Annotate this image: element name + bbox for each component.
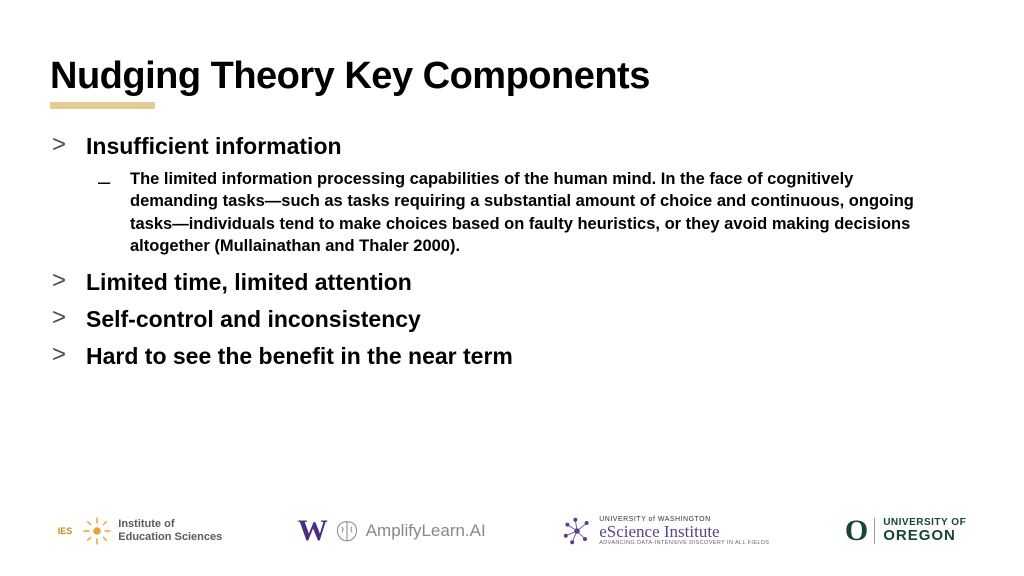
bullet-text: Hard to see the benefit in the near term [86, 341, 513, 372]
amplify-logo: W AmplifyLearn.AI [298, 514, 486, 548]
oregon-logo: O UNIVERSITY OF OREGON [845, 514, 966, 548]
ies-label: Institute of Education Sciences [118, 518, 222, 543]
escience-text: UNIVERSITY of WASHINGTON eScience Instit… [599, 516, 769, 547]
chevron-icon: > [50, 341, 86, 370]
dash-icon: – [98, 168, 130, 196]
bullet-item: > Hard to see the benefit in the near te… [50, 341, 974, 372]
bullet-text: Insufficient information [86, 131, 342, 162]
ies-logo: IES Institute of Education Sciences [58, 516, 222, 546]
oregon-name: OREGON [883, 528, 966, 544]
escience-main: eScience Institute [599, 523, 769, 541]
chevron-icon: > [50, 304, 86, 333]
ies-acronym: IES [58, 526, 73, 536]
ies-line2: Education Sciences [118, 531, 222, 544]
escience-sub: ADVANCING DATA-INTENSIVE DISCOVERY IN AL… [599, 541, 769, 547]
chevron-icon: > [50, 267, 86, 296]
brain-icon [334, 520, 360, 542]
footer-logos: IES Institute of Education Sciences W Am… [0, 514, 1024, 548]
ies-line1: Institute of [118, 518, 222, 531]
network-icon [561, 515, 593, 547]
amplify-text: AmplifyLearn.AI [366, 521, 486, 541]
oregon-text: UNIVERSITY OF OREGON [874, 518, 966, 544]
escience-logo: UNIVERSITY of WASHINGTON eScience Instit… [561, 515, 769, 547]
bullet-text: Limited time, limited attention [86, 267, 412, 298]
bullet-text: Self-control and inconsistency [86, 304, 421, 335]
bullet-item: > Limited time, limited attention [50, 267, 974, 298]
oregon-o-icon: O [845, 514, 868, 548]
bullet-item: > Insufficient information [50, 131, 974, 162]
title-underline [50, 102, 155, 109]
slide-title: Nudging Theory Key Components [50, 55, 974, 98]
chevron-icon: > [50, 131, 86, 160]
bullet-item: > Self-control and inconsistency [50, 304, 974, 335]
uw-w-icon: W [298, 514, 328, 548]
sub-bullet-text: The limited information processing capab… [130, 168, 974, 257]
sun-icon [82, 516, 112, 546]
slide-content: Nudging Theory Key Components > Insuffic… [0, 0, 1024, 372]
sub-bullet-item: – The limited information processing cap… [98, 168, 974, 257]
